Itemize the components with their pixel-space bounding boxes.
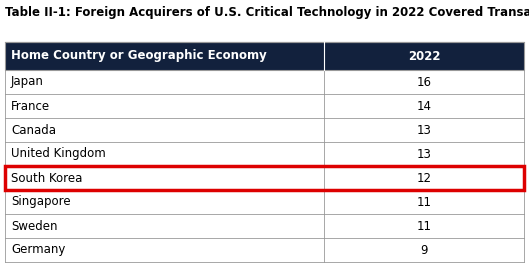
- Text: 16: 16: [417, 76, 432, 88]
- Text: Sweden: Sweden: [11, 219, 58, 233]
- Text: Japan: Japan: [11, 76, 44, 88]
- Bar: [5, 42, 524, 70]
- Bar: [5, 94, 524, 118]
- Text: Table II-1: Foreign Acquirers of U.S. Critical Technology in 2022 Covered Transa: Table II-1: Foreign Acquirers of U.S. Cr…: [5, 6, 529, 19]
- Bar: [5, 166, 524, 190]
- Bar: [5, 118, 524, 142]
- Text: 13: 13: [417, 124, 432, 136]
- Bar: [5, 214, 524, 238]
- Text: Home Country or Geographic Economy: Home Country or Geographic Economy: [11, 50, 267, 62]
- Bar: [5, 142, 524, 166]
- Bar: [5, 190, 524, 214]
- Text: South Korea: South Korea: [11, 172, 83, 184]
- Bar: [5, 166, 524, 190]
- Bar: [5, 70, 524, 94]
- Text: Canada: Canada: [11, 124, 56, 136]
- Text: 13: 13: [417, 147, 432, 161]
- Text: 14: 14: [417, 99, 432, 113]
- Text: Germany: Germany: [11, 244, 66, 256]
- Text: 9: 9: [421, 244, 428, 256]
- Text: Singapore: Singapore: [11, 195, 71, 209]
- Text: 12: 12: [417, 172, 432, 184]
- Text: France: France: [11, 99, 50, 113]
- Bar: [5, 238, 524, 262]
- Text: United Kingdom: United Kingdom: [11, 147, 106, 161]
- Text: 11: 11: [417, 195, 432, 209]
- Text: 11: 11: [417, 219, 432, 233]
- Bar: [5, 42, 524, 70]
- Text: 2022: 2022: [408, 50, 440, 62]
